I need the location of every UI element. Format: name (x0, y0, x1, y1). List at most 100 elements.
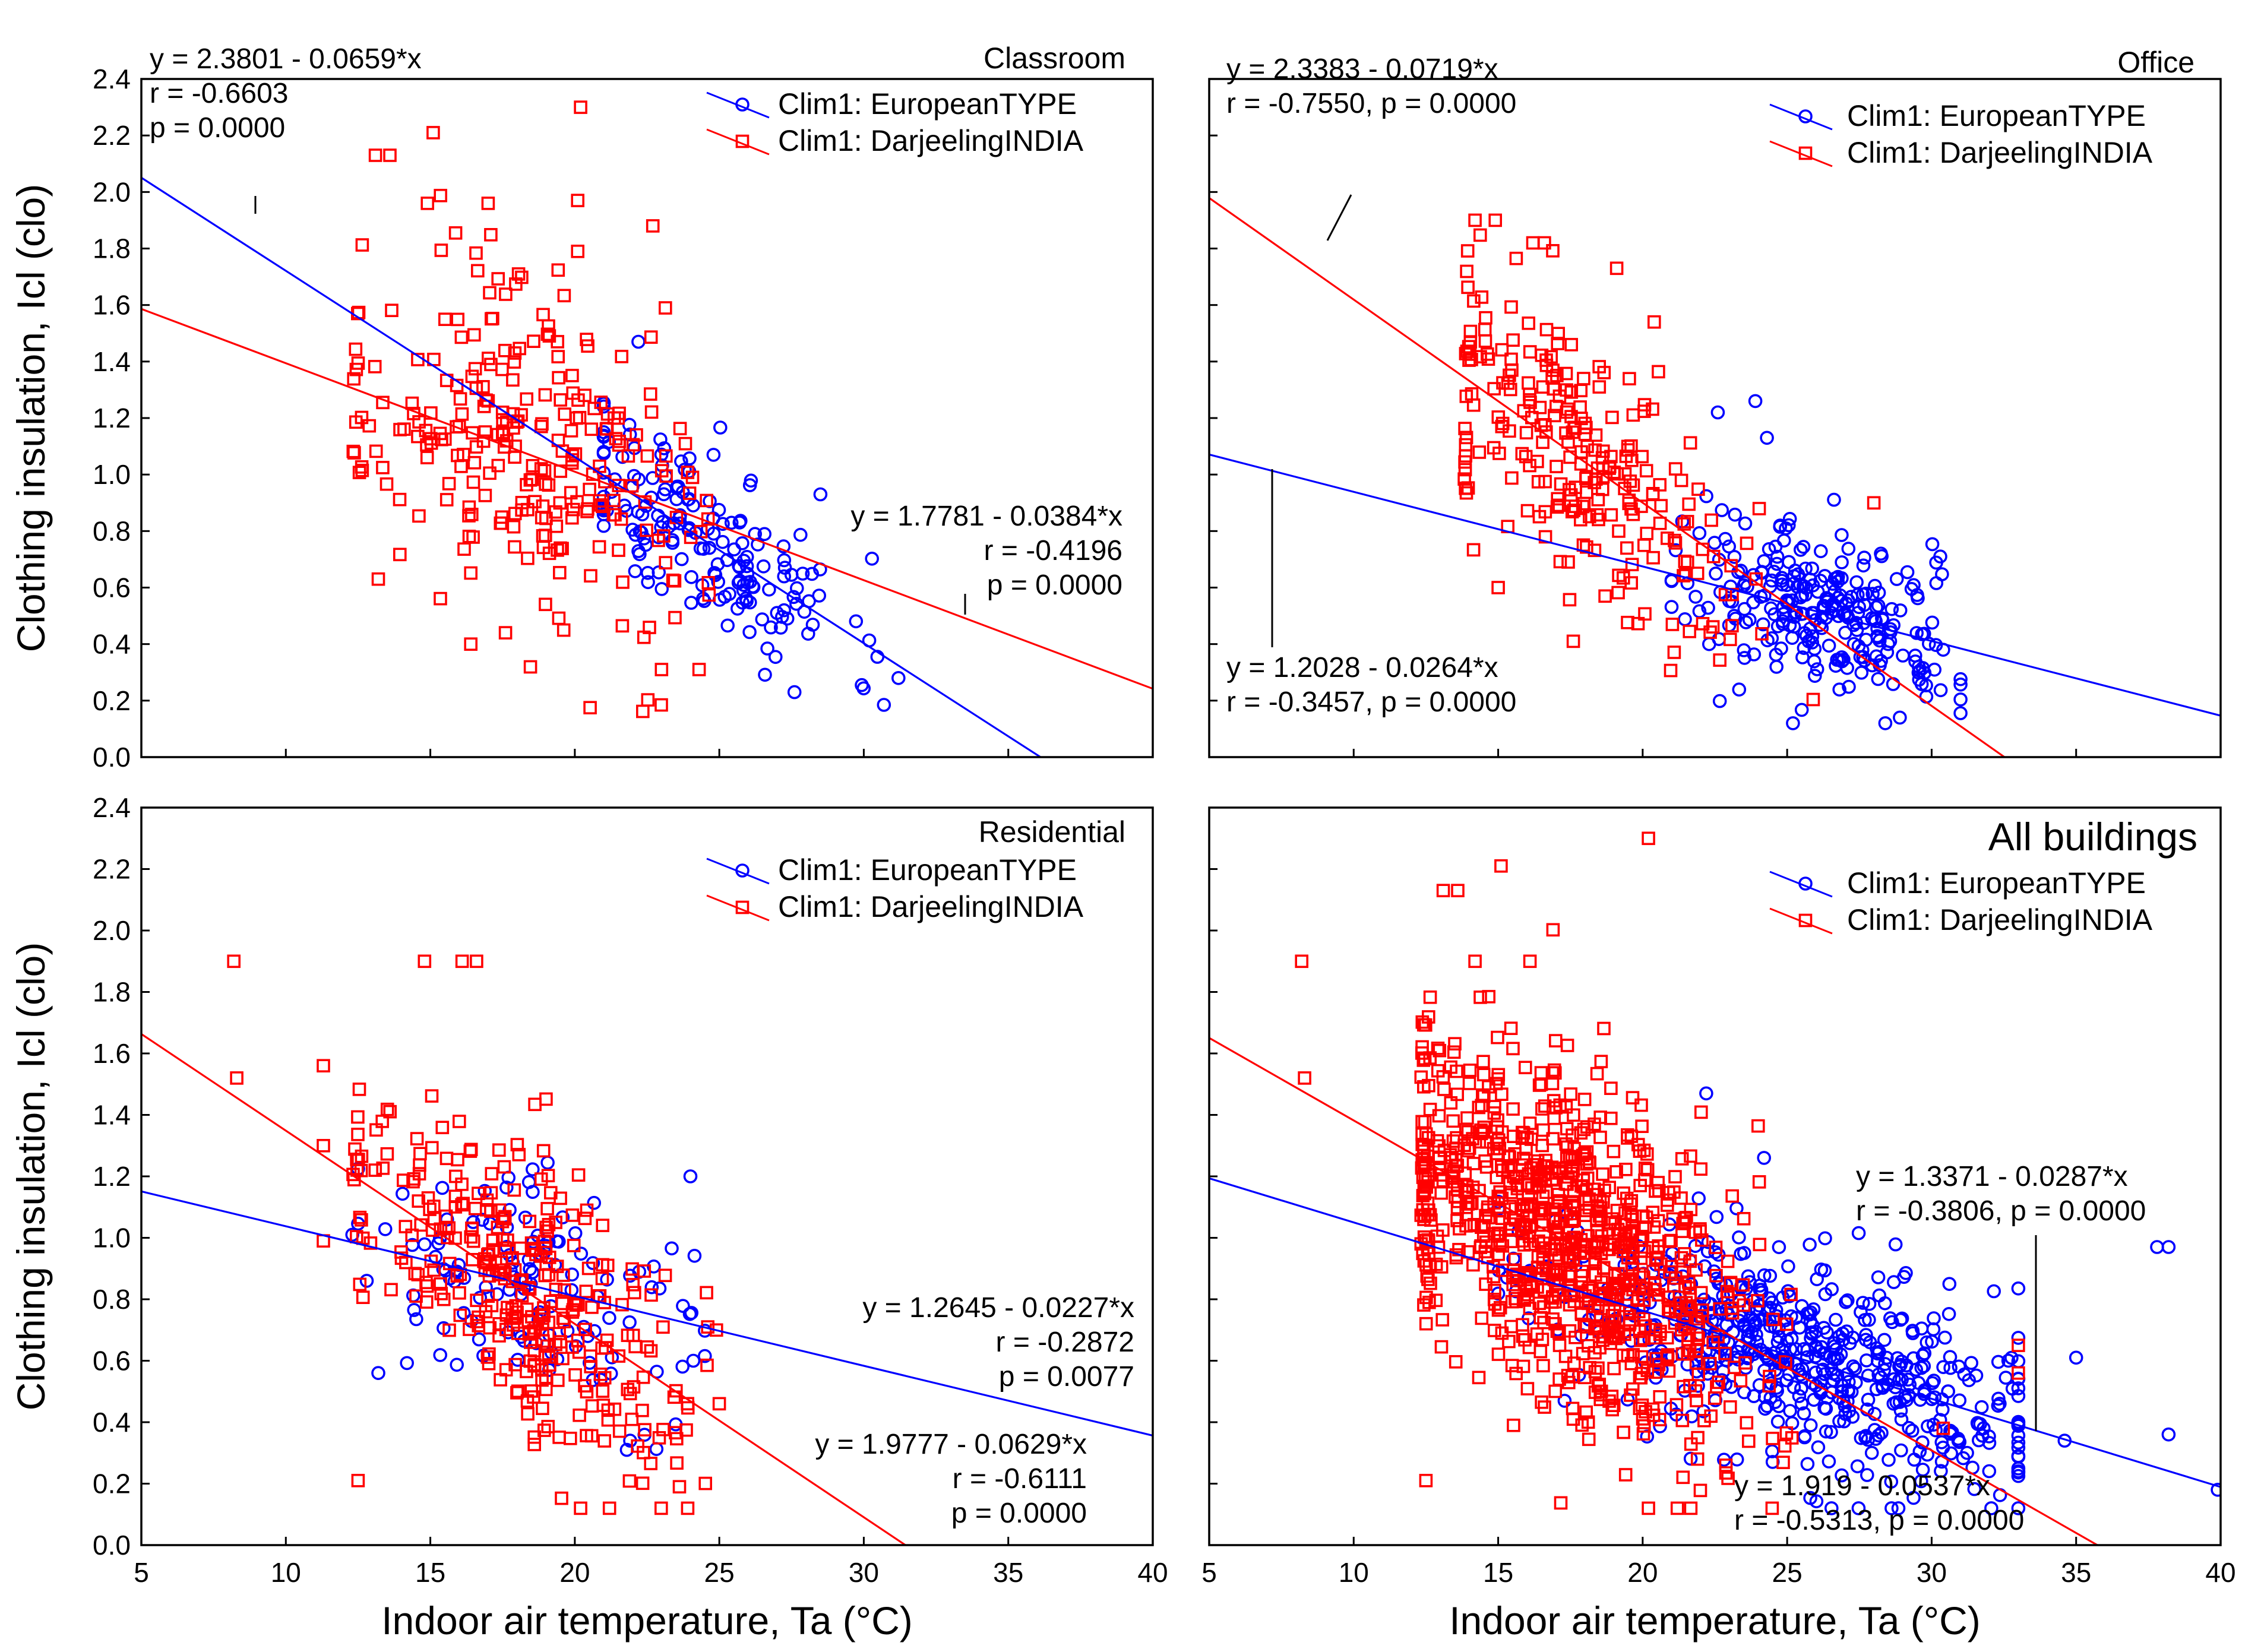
data-point (1682, 497, 1696, 511)
data-point (1674, 473, 1688, 488)
data-point (521, 502, 535, 517)
data-point (1681, 1347, 1694, 1361)
data-point (1782, 618, 1797, 632)
legend-line (1769, 103, 1833, 131)
data-point (1871, 599, 1886, 613)
data-point (684, 1306, 698, 1320)
data-point (1724, 1276, 1738, 1290)
data-point (1505, 1295, 1519, 1309)
data-point (409, 1289, 423, 1303)
data-point (1824, 1282, 1839, 1296)
data-point (539, 1092, 553, 1106)
data-point (1661, 1198, 1674, 1212)
data-point (1697, 1414, 1711, 1428)
legend-marker (1798, 146, 1813, 160)
data-point (1424, 1213, 1438, 1227)
data-point (1841, 1293, 1855, 1308)
annotation-line: y = 1.919 - 0.0537*x (1734, 1470, 1990, 1502)
annotation-line: y = 2.3383 - 0.0719*x (1226, 53, 1498, 85)
data-point (2011, 1381, 2026, 1395)
data-point (1902, 1377, 1917, 1392)
data-point (1554, 1496, 1568, 1510)
data-point (622, 417, 637, 432)
data-point (656, 1320, 670, 1334)
data-point (1967, 1482, 1982, 1496)
data-point (1472, 1100, 1486, 1115)
data-point (1466, 543, 1481, 557)
data-point (1637, 1331, 1651, 1346)
data-point (1518, 1333, 1532, 1347)
data-point (1634, 1334, 1647, 1347)
data-point (675, 485, 690, 499)
data-point (615, 619, 630, 633)
data-point (1839, 1295, 1853, 1309)
data-point (1832, 1391, 1846, 1406)
data-point (1433, 1043, 1447, 1058)
legend-marker (1798, 913, 1813, 928)
data-point (418, 954, 432, 969)
data-point (1875, 612, 1890, 627)
x-tick-label: 10 (1339, 1557, 1369, 1588)
data-point (1884, 1501, 1899, 1515)
y-tick-label: 1.4 (93, 1100, 131, 1131)
data-point (628, 1286, 641, 1300)
data-point (542, 546, 556, 561)
data-point (1495, 1087, 1509, 1101)
data-point (1487, 1293, 1501, 1306)
data-point (1770, 1366, 1785, 1380)
data-point (439, 493, 454, 507)
data-point (686, 1353, 701, 1368)
data-point (535, 1373, 549, 1387)
data-point (1460, 344, 1474, 358)
data-point (568, 1368, 582, 1382)
data-point (1941, 1384, 1955, 1398)
y-tick-label: 0.4 (93, 1407, 131, 1438)
data-point (1539, 322, 1554, 337)
data-point (1609, 261, 1624, 276)
data-point (1718, 588, 1732, 602)
data-point (1800, 1350, 1814, 1365)
data-point (1597, 366, 1611, 379)
data-point (1752, 1175, 1766, 1189)
data-point (536, 1317, 550, 1331)
y-tick-label: 0.4 (93, 629, 131, 660)
data-point (1481, 352, 1495, 366)
data-point (602, 1311, 616, 1325)
data-point (756, 559, 771, 574)
data-point (1561, 1369, 1575, 1382)
data-point (644, 1280, 659, 1295)
data-point (701, 575, 715, 590)
data-point (510, 1138, 524, 1151)
data-point (657, 529, 671, 543)
data-point (499, 1252, 514, 1265)
data-point (413, 1147, 427, 1160)
data-point (1893, 1312, 1908, 1327)
data-point (596, 1258, 609, 1272)
data-point (1538, 474, 1552, 489)
data-point (1769, 660, 1784, 674)
data-point (1692, 526, 1707, 540)
data-point (1505, 1359, 1519, 1372)
data-point (1732, 1230, 1746, 1245)
data-point (551, 263, 565, 277)
data-point (1904, 581, 1919, 596)
data-point (1639, 464, 1653, 478)
data-point (1887, 1372, 1901, 1387)
data-point (399, 1255, 413, 1270)
data-point (1566, 1412, 1580, 1426)
data-point (1617, 1349, 1630, 1362)
data-point (1800, 1343, 1815, 1357)
data-point (1732, 682, 1747, 697)
data-point (1894, 1412, 1909, 1427)
data-point (421, 1191, 435, 1205)
data-point (1621, 616, 1634, 629)
data-point (1718, 1377, 1733, 1391)
data-point (427, 1211, 441, 1226)
annotation-leader (1326, 194, 1352, 241)
data-point (1478, 322, 1492, 337)
data-point (441, 1230, 454, 1245)
data-point (1727, 550, 1742, 564)
data-point (698, 1349, 712, 1363)
